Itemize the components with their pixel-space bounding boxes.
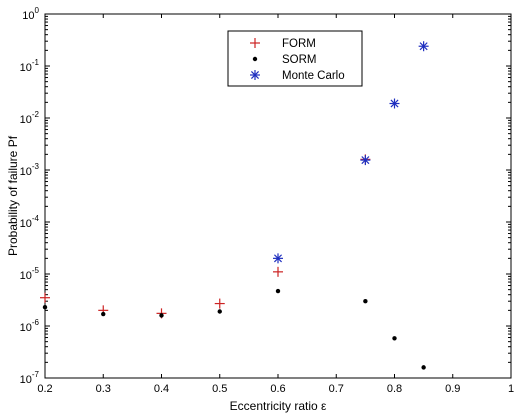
y-tick-label-exponent: -2 [32, 110, 40, 119]
data-point-form [214, 298, 225, 309]
legend-markers [250, 38, 260, 80]
data-point-form [40, 292, 50, 303]
data-point-sorm [392, 336, 397, 341]
x-axis-label: Eccentricity ratio ε [230, 399, 327, 413]
y-tick-label-base: 10 [20, 114, 32, 126]
x-tick-label: 1 [508, 383, 514, 395]
y-tick-label-exponent: -6 [32, 318, 40, 327]
y-tick-label-exponent: -7 [32, 370, 40, 379]
data-point-sorm [421, 365, 426, 370]
data-point-monte-carlo [418, 41, 429, 52]
data-point-form [273, 266, 283, 277]
y-tick-label-exponent: -5 [32, 266, 40, 275]
data-point-monte-carlo [360, 155, 371, 166]
y-tick-label: 10-2 [20, 110, 40, 126]
y-tick-label-exponent: -3 [32, 162, 40, 171]
x-tick-label: 0.7 [329, 383, 344, 395]
x-tick-label: 0.5 [212, 383, 227, 395]
data-point-sorm [217, 309, 222, 314]
y-tick-label-exponent: 0 [35, 6, 40, 15]
legend-label-sorm: SORM [282, 54, 317, 66]
y-tick-label-base: 10 [20, 374, 32, 386]
legend-marker-sorm [252, 56, 258, 62]
y-tick-label-base: 10 [20, 218, 32, 230]
plot-frame [44, 13, 512, 379]
y-tick-label: 100 [22, 6, 39, 22]
legend-label-monte-carlo: Monte Carlo [282, 70, 345, 82]
y-tick-label-exponent: -1 [32, 58, 40, 67]
data-point-sorm [275, 288, 281, 294]
y-tick-label: 10-1 [20, 58, 40, 74]
legend-marker-monte-carlo [250, 70, 260, 80]
data-point-sorm [159, 313, 164, 318]
series-monte-carlo [273, 41, 429, 264]
legend: FORM SORM Monte Carlo [227, 30, 363, 87]
x-tick-label: 0.4 [154, 383, 169, 395]
data-point-monte-carlo [389, 98, 400, 109]
y-tick-label-base: 10 [20, 322, 32, 334]
x-tick-label: 0.2 [37, 383, 52, 395]
legend-marker-form [250, 38, 260, 48]
y-tick-label: 10-7 [20, 370, 40, 386]
x-tick-label: 0.9 [445, 383, 460, 395]
y-axis-label: Probability of failure Pf [6, 135, 20, 256]
y-tick-label-base: 10 [20, 62, 32, 74]
x-tick-label: 0.8 [387, 383, 402, 395]
y-tick-label-base: 10 [22, 10, 34, 22]
x-tick-label: 0.6 [270, 383, 285, 395]
series-layer [40, 41, 429, 370]
x-tick-label: 0.3 [96, 383, 111, 395]
legend-label-form: FORM [282, 38, 316, 50]
y-tick-label: 10-5 [20, 266, 40, 282]
data-point-sorm [363, 298, 368, 304]
y-tick-label: 10-3 [20, 162, 40, 178]
y-tick-label: 10-6 [20, 318, 40, 334]
legend-box [227, 30, 363, 87]
y-tick-label-base: 10 [20, 270, 32, 282]
x-tick-labels: 0.2 0.3 0.4 0.5 0.6 0.7 0.8 0.9 1 [37, 383, 514, 395]
series-sorm [42, 288, 426, 370]
y-tick-label: 10-4 [20, 214, 40, 230]
y-tick-label-base: 10 [20, 166, 32, 178]
data-point-monte-carlo [273, 253, 283, 264]
y-tick-label-exponent: -4 [32, 214, 40, 223]
data-point-sorm [42, 304, 48, 310]
data-point-sorm [101, 311, 106, 317]
